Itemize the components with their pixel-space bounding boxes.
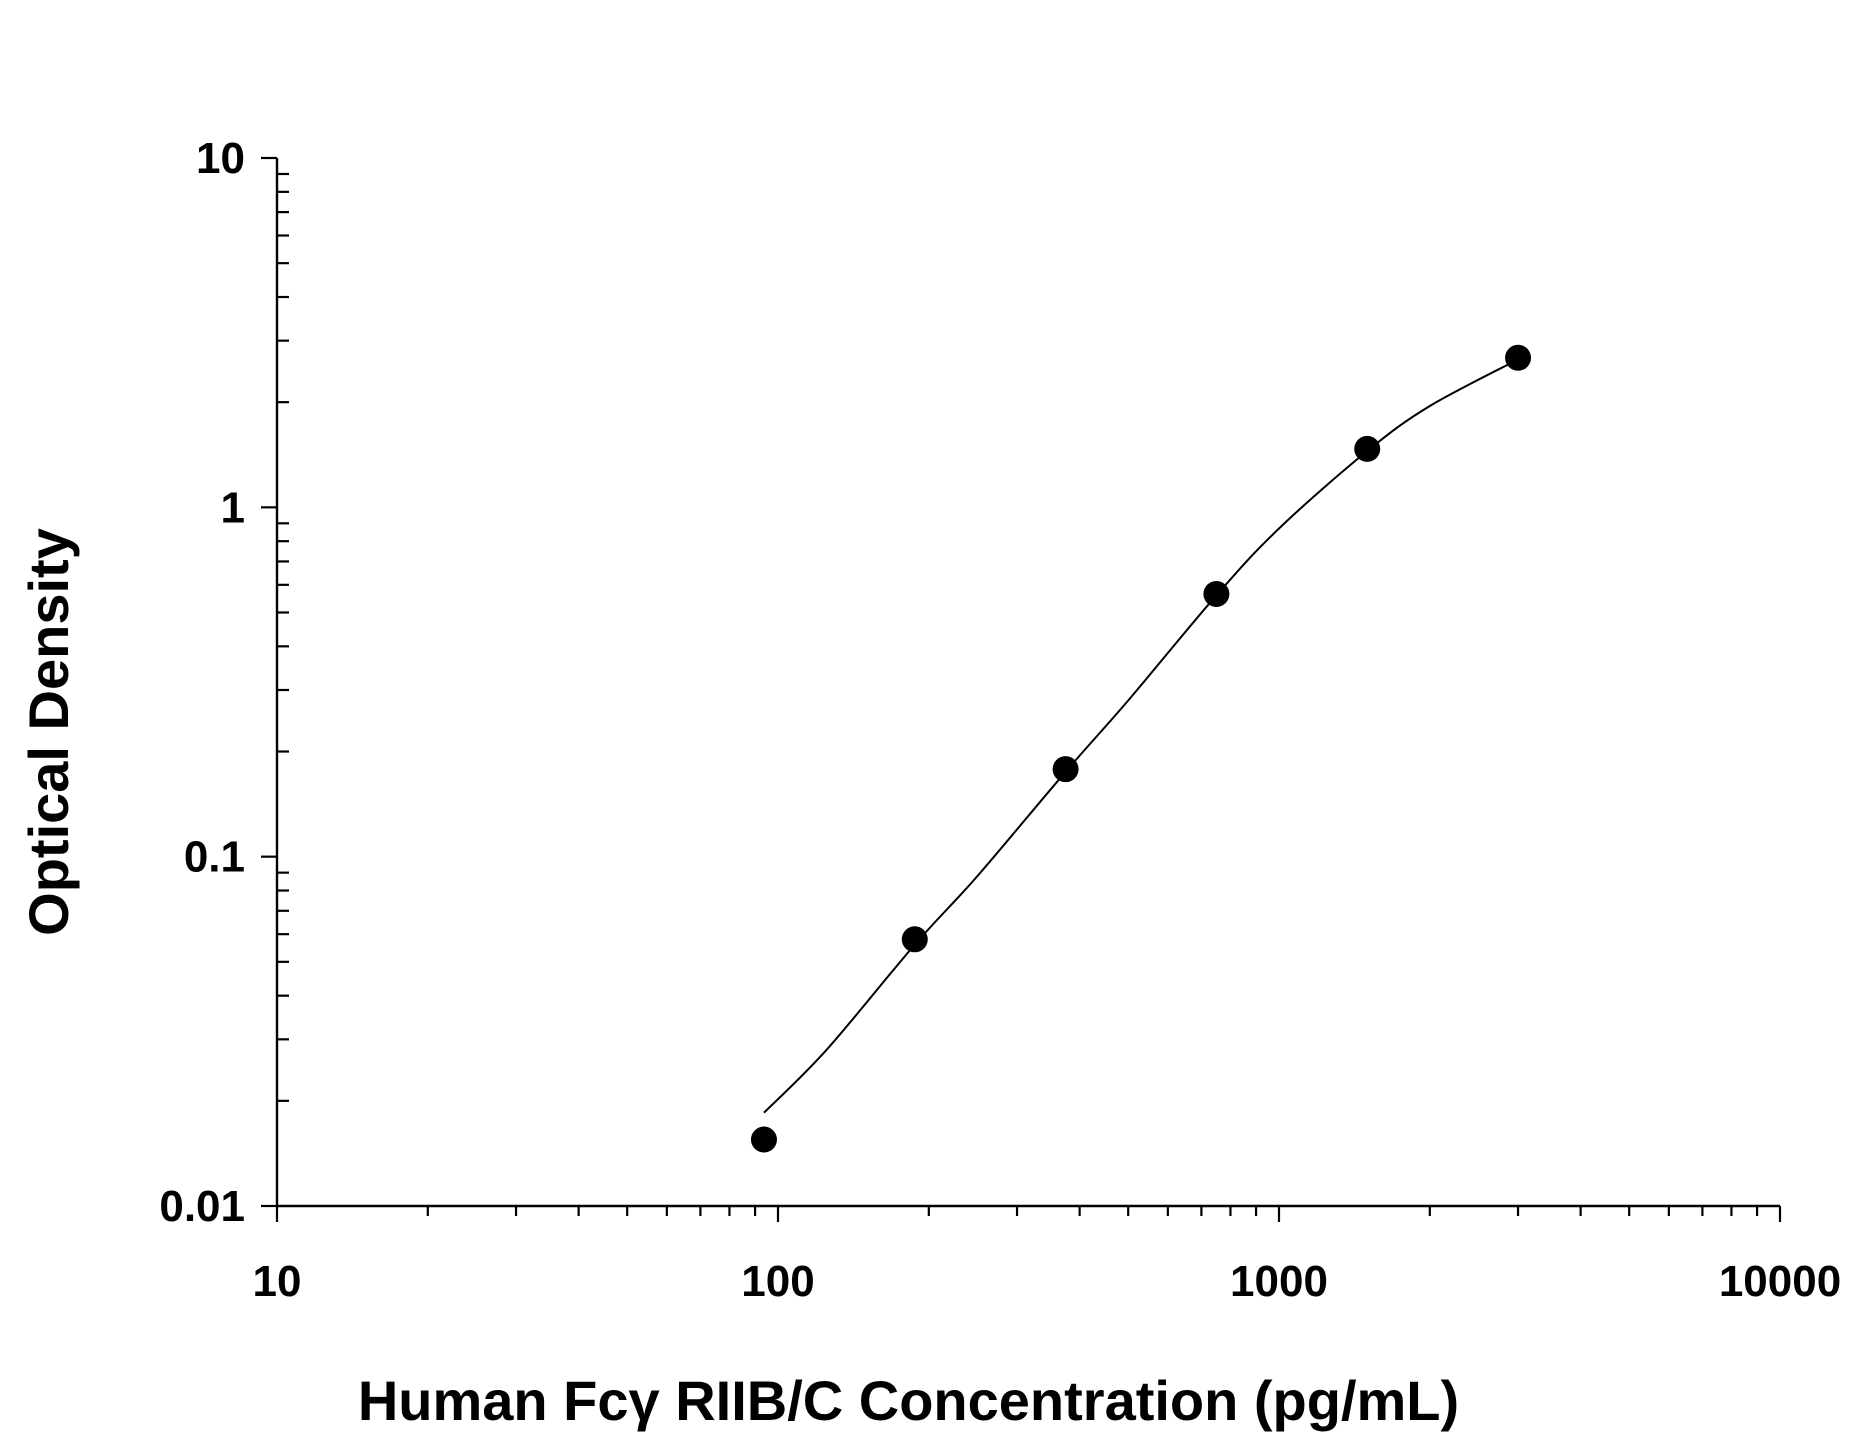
y-tick-label: 0.01 <box>159 1182 245 1231</box>
x-tick-label: 10 <box>253 1257 302 1306</box>
data-point <box>901 926 928 953</box>
data-point <box>1354 435 1381 462</box>
y-tick-label: 0.1 <box>184 833 245 882</box>
data-point <box>1505 344 1532 371</box>
x-tick-label: 1000 <box>1230 1257 1328 1306</box>
x-axis-ticks <box>275 1206 1782 1222</box>
data-point <box>1052 756 1079 783</box>
axes: 0.01 0.1 1 10 10 100 1000 10000 <box>159 134 1841 1306</box>
x-axis-tick-labels: 10 100 1000 10000 <box>253 1257 1842 1306</box>
y-tick-label: 10 <box>196 134 245 183</box>
y-axis-title: Optical Density <box>17 528 80 936</box>
y-tick-label: 1 <box>221 483 245 532</box>
data-points <box>750 344 1532 1153</box>
x-axis-title: Human Fcγ RIIB/C Concentration (pg/mL) <box>358 1369 1459 1432</box>
x-tick-label: 100 <box>741 1257 814 1306</box>
y-axis-ticks <box>261 156 289 1208</box>
fit-curve <box>763 358 1519 1114</box>
data-point <box>750 1126 777 1153</box>
y-axis-tick-labels: 0.01 0.1 1 10 <box>159 134 245 1231</box>
data-point <box>1203 580 1230 607</box>
x-tick-label: 10000 <box>1719 1257 1841 1306</box>
